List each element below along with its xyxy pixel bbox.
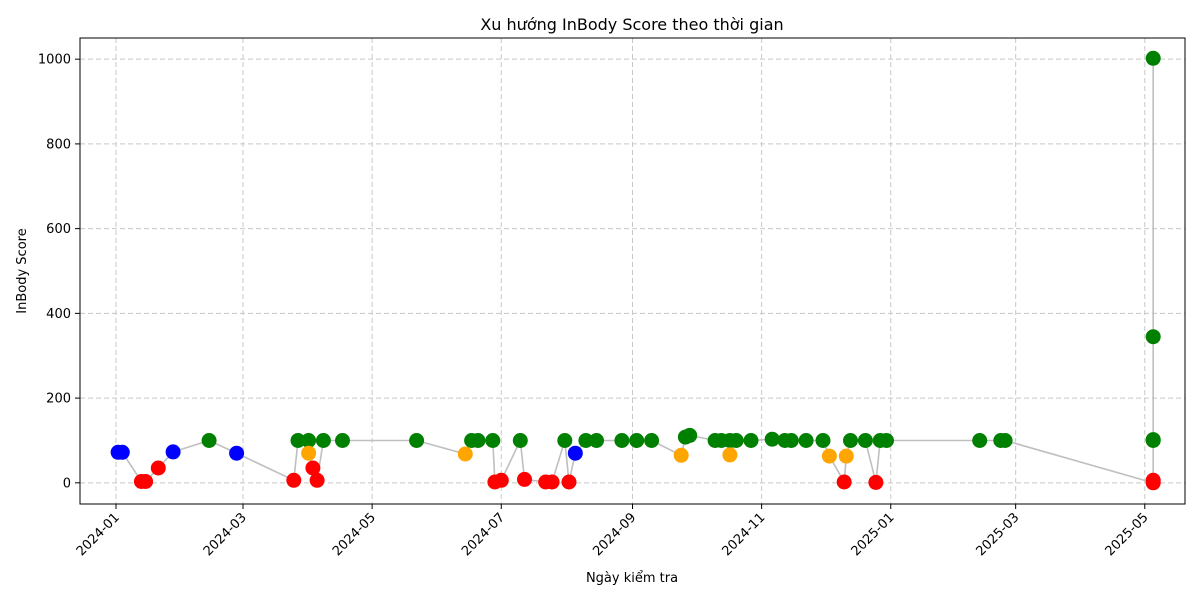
data-point — [836, 474, 852, 490]
data-point — [644, 433, 660, 448]
data-point — [743, 433, 759, 448]
x-tick-label: 2025-03 — [973, 510, 1022, 559]
data-point — [512, 433, 528, 448]
trend-polyline — [118, 58, 1154, 485]
data-point — [150, 460, 166, 476]
data-point — [1145, 432, 1161, 448]
data-point — [567, 445, 583, 461]
data-point — [470, 433, 486, 448]
data-point — [764, 431, 780, 447]
data-point — [972, 433, 988, 448]
x-axis-label: Ngày kiểm tra — [586, 571, 678, 586]
data-point — [728, 433, 744, 448]
data-point — [821, 448, 837, 464]
data-point — [517, 471, 532, 487]
data-point — [614, 433, 630, 448]
data-point — [1145, 329, 1161, 345]
data-point — [286, 472, 302, 488]
data-point — [290, 433, 306, 448]
data-point — [544, 474, 560, 490]
data-point — [335, 433, 350, 448]
x-tick-label: 2025-05 — [1103, 510, 1152, 559]
data-point — [309, 472, 325, 488]
y-tick-label: 800 — [46, 137, 71, 152]
data-point — [682, 427, 698, 443]
data-point — [457, 446, 473, 462]
x-tick-label: 2024-11 — [719, 510, 768, 559]
x-tick-label: 2024-09 — [590, 510, 639, 559]
y-tick-label: 600 — [46, 222, 71, 237]
data-point — [798, 433, 814, 448]
data-point — [589, 433, 604, 448]
data-point — [722, 447, 738, 463]
y-axis-ticks: 0 200 400 600 800 1000 — [38, 53, 80, 491]
data-point — [997, 433, 1013, 448]
x-tick-label: 2024-05 — [330, 510, 379, 559]
data-point — [783, 433, 799, 448]
data-point — [838, 448, 854, 464]
data-point — [114, 444, 130, 460]
x-tick-label: 2025-01 — [849, 510, 898, 559]
grid — [80, 38, 1185, 504]
data-point — [138, 474, 154, 489]
data-point — [301, 433, 317, 448]
y-tick-label: 1000 — [38, 53, 71, 68]
data-point — [629, 433, 645, 448]
data-point — [578, 433, 594, 448]
data-point — [857, 433, 873, 448]
data-points — [110, 50, 1161, 491]
data-point — [557, 433, 573, 448]
data-point — [1145, 50, 1161, 66]
data-point — [201, 433, 217, 448]
data-point — [868, 474, 884, 490]
data-point — [305, 460, 321, 476]
chart-title: Xu hướng InBody Score theo thời gian — [480, 15, 783, 34]
data-point — [485, 433, 501, 448]
x-tick-label: 2024-03 — [201, 510, 250, 559]
data-point — [493, 472, 509, 488]
data-point — [301, 445, 317, 461]
data-point — [815, 433, 831, 448]
x-tick-label: 2024-01 — [74, 510, 123, 559]
data-point — [165, 444, 181, 460]
data-point — [879, 433, 894, 448]
data-point — [315, 433, 331, 448]
y-tick-label: 200 — [46, 392, 71, 407]
y-tick-label: 0 — [63, 476, 71, 491]
data-point — [673, 447, 689, 463]
data-point — [561, 474, 577, 490]
trend-line — [118, 58, 1154, 485]
data-point — [409, 433, 425, 448]
x-axis-ticks: 2024-01 2024-03 2024-05 2024-07 2024-09 2024-… — [74, 504, 1152, 559]
x-tick-label: 2024-07 — [459, 510, 508, 559]
y-tick-label: 400 — [46, 307, 71, 322]
data-point — [229, 445, 245, 461]
data-point — [843, 433, 858, 448]
data-point — [1145, 472, 1161, 488]
y-axis-label: InBody Score — [15, 228, 30, 313]
